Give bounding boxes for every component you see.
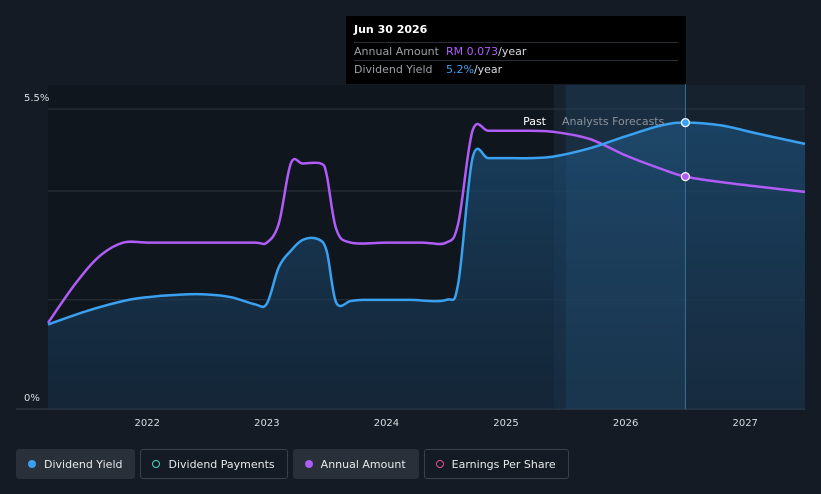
tooltip-value: RM 0.073 bbox=[446, 45, 499, 58]
tooltip-label: Annual Amount bbox=[354, 45, 439, 58]
legend-label: Dividend Yield bbox=[44, 457, 123, 471]
legend-label: Dividend Payments bbox=[168, 457, 275, 471]
tooltip-label: Dividend Yield bbox=[354, 63, 433, 76]
x-axis-labels: 2022 2023 2024 2025 2026 2027 bbox=[135, 418, 758, 429]
legend-label: Earnings Per Share bbox=[451, 457, 556, 471]
earnings-per-share-ring-icon bbox=[435, 460, 444, 468]
dividend-yield-marker[interactable] bbox=[680, 118, 691, 128]
dividend-yield-dot-icon bbox=[28, 460, 36, 468]
tooltip-row-annual-amount: Annual Amount RM 0.073 /year bbox=[354, 42, 678, 60]
legend-label: Annual Amount bbox=[320, 457, 406, 471]
y-axis-labels: 5.5% 0% bbox=[24, 93, 49, 404]
tooltip-date: Jun 30 2026 bbox=[354, 23, 428, 36]
tooltip: Jun 30 2026 Annual Amount RM 0.073 /year… bbox=[346, 16, 686, 84]
legend: Dividend Yield Dividend Payments Annual … bbox=[16, 449, 569, 479]
tooltip-unit: /year bbox=[498, 45, 527, 58]
x-tick-label: 2026 bbox=[613, 418, 638, 429]
x-tick-label: 2027 bbox=[732, 418, 757, 429]
legend-annual-amount[interactable]: Annual Amount bbox=[292, 449, 419, 479]
annual-amount-marker[interactable] bbox=[680, 172, 691, 182]
y-tick-label: 0% bbox=[24, 393, 40, 404]
annual-amount-line bbox=[46, 122, 806, 324]
past-label: Past bbox=[523, 115, 547, 128]
x-tick-label: 2022 bbox=[135, 418, 160, 429]
dividend-yield-line bbox=[47, 121, 806, 326]
dividend-payments-ring-icon bbox=[152, 460, 161, 468]
legend-dividend-payments[interactable]: Dividend Payments bbox=[140, 449, 288, 479]
legend-dividend-yield[interactable]: Dividend Yield bbox=[16, 449, 136, 479]
dividend-yield-area bbox=[48, 122, 805, 409]
tooltip-value: 5.2% bbox=[446, 63, 474, 76]
y-tick-label: 5.5% bbox=[24, 93, 49, 104]
x-tick-label: 2025 bbox=[493, 418, 518, 429]
x-tick-label: 2023 bbox=[254, 418, 279, 429]
tooltip-row-dividend-yield: Dividend Yield 5.2% /year bbox=[354, 60, 678, 78]
forecast-label: Analysts Forecasts bbox=[562, 115, 665, 128]
x-tick-label: 2024 bbox=[374, 418, 399, 429]
forecast-overlay bbox=[565, 85, 686, 409]
tooltip-unit: /year bbox=[473, 63, 503, 76]
legend-earnings-per-share[interactable]: Earnings Per Share bbox=[423, 449, 569, 479]
annual-amount-dot-icon bbox=[304, 460, 313, 468]
